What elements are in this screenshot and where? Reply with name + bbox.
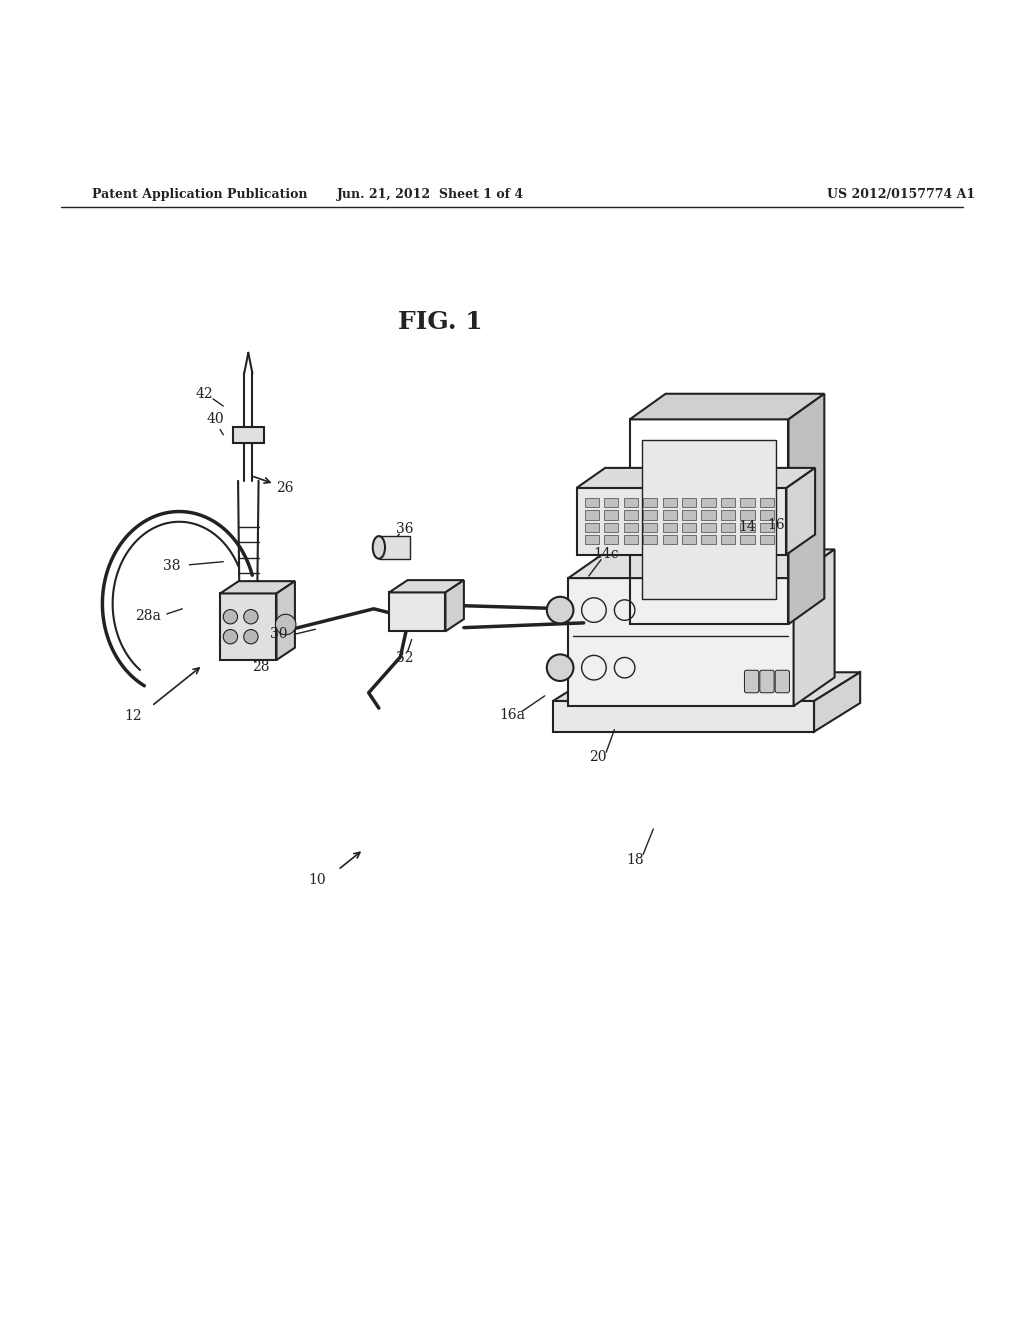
Polygon shape <box>553 672 860 701</box>
FancyBboxPatch shape <box>760 671 774 693</box>
Bar <box>701 498 716 507</box>
Bar <box>585 498 599 507</box>
Polygon shape <box>389 579 464 593</box>
Bar <box>663 535 677 544</box>
Bar <box>663 511 677 520</box>
Bar <box>701 535 716 544</box>
Polygon shape <box>568 578 794 706</box>
Bar <box>585 523 599 532</box>
Bar <box>760 498 774 507</box>
Circle shape <box>547 597 573 623</box>
Bar <box>624 511 638 520</box>
Text: 16: 16 <box>767 517 785 532</box>
Text: 20: 20 <box>589 750 607 764</box>
Circle shape <box>223 610 238 624</box>
Bar <box>740 535 755 544</box>
Bar <box>624 498 638 507</box>
Polygon shape <box>220 594 276 660</box>
Bar <box>604 511 618 520</box>
Text: 14: 14 <box>738 520 757 533</box>
Polygon shape <box>642 440 776 598</box>
Text: 10: 10 <box>308 873 327 887</box>
Bar <box>604 535 618 544</box>
Bar <box>760 535 774 544</box>
Bar <box>643 523 657 532</box>
Bar <box>682 498 696 507</box>
Text: Patent Application Publication: Patent Application Publication <box>92 187 307 201</box>
Circle shape <box>244 610 258 624</box>
Bar <box>379 536 410 558</box>
Bar <box>701 511 716 520</box>
Bar <box>624 523 638 532</box>
Bar <box>682 535 696 544</box>
Circle shape <box>547 655 573 681</box>
Bar <box>604 498 618 507</box>
Bar <box>663 523 677 532</box>
Text: 28: 28 <box>252 660 270 675</box>
Text: 28a: 28a <box>135 609 162 623</box>
Bar <box>604 523 618 532</box>
Polygon shape <box>553 701 814 731</box>
Polygon shape <box>814 672 860 731</box>
Bar <box>643 511 657 520</box>
Text: 18: 18 <box>626 853 644 867</box>
Ellipse shape <box>373 536 385 558</box>
Bar <box>740 511 755 520</box>
Bar <box>721 498 735 507</box>
Text: 40: 40 <box>206 412 224 426</box>
Polygon shape <box>276 581 295 660</box>
Bar <box>721 511 735 520</box>
Bar <box>585 511 599 520</box>
Bar <box>643 535 657 544</box>
Bar <box>232 426 263 444</box>
Text: 30: 30 <box>269 627 288 642</box>
Polygon shape <box>577 467 815 488</box>
Polygon shape <box>445 579 464 631</box>
Polygon shape <box>568 549 835 578</box>
Polygon shape <box>220 581 295 594</box>
Polygon shape <box>389 593 445 631</box>
Text: 36: 36 <box>395 521 414 536</box>
Bar <box>585 535 599 544</box>
FancyBboxPatch shape <box>775 671 790 693</box>
Polygon shape <box>794 549 835 706</box>
Text: 26: 26 <box>275 480 294 495</box>
Polygon shape <box>577 488 786 554</box>
Text: 32: 32 <box>395 651 414 665</box>
Bar <box>624 535 638 544</box>
Polygon shape <box>788 393 824 624</box>
Text: Jun. 21, 2012  Sheet 1 of 4: Jun. 21, 2012 Sheet 1 of 4 <box>337 187 523 201</box>
Circle shape <box>275 614 296 635</box>
Bar <box>721 523 735 532</box>
Polygon shape <box>786 467 815 554</box>
Bar <box>682 523 696 532</box>
Bar <box>740 498 755 507</box>
Bar <box>760 523 774 532</box>
Text: 16a: 16a <box>499 709 525 722</box>
Circle shape <box>244 630 258 644</box>
Text: 38: 38 <box>163 558 181 573</box>
Text: US 2012/0157774 A1: US 2012/0157774 A1 <box>827 187 975 201</box>
Circle shape <box>223 630 238 644</box>
FancyBboxPatch shape <box>744 671 759 693</box>
Text: 14c: 14c <box>593 546 620 561</box>
Bar <box>760 511 774 520</box>
Polygon shape <box>630 393 824 420</box>
Bar <box>663 498 677 507</box>
Text: 42: 42 <box>196 387 214 401</box>
Text: FIG. 1: FIG. 1 <box>398 310 482 334</box>
Bar <box>721 535 735 544</box>
Bar <box>643 498 657 507</box>
Bar <box>682 511 696 520</box>
Text: 12: 12 <box>124 709 142 723</box>
Bar <box>701 523 716 532</box>
Bar <box>740 523 755 532</box>
